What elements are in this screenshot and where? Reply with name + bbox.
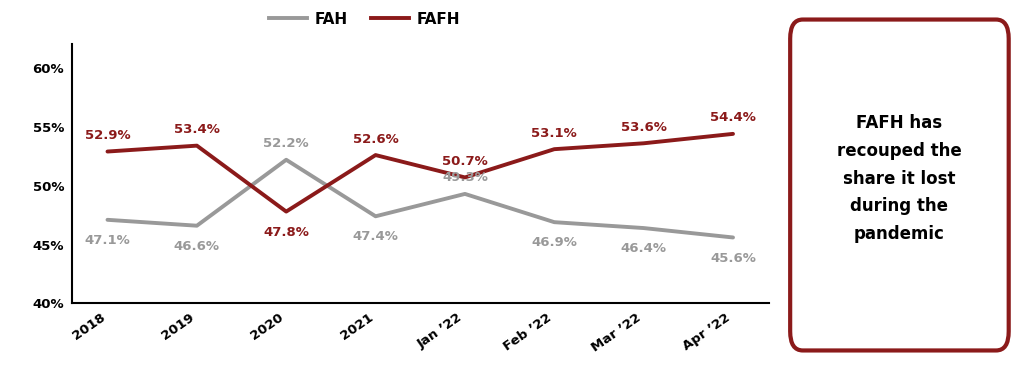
- Text: 54.4%: 54.4%: [710, 111, 756, 124]
- Text: 53.6%: 53.6%: [621, 121, 666, 134]
- Text: 47.1%: 47.1%: [85, 234, 130, 247]
- Text: FAFH has
recouped the
share it lost
during the
pandemic: FAFH has recouped the share it lost duri…: [837, 114, 961, 243]
- Text: 52.9%: 52.9%: [85, 129, 130, 142]
- Legend: FAH, FAFH: FAH, FAFH: [262, 6, 466, 33]
- Text: 46.4%: 46.4%: [621, 242, 666, 255]
- Text: 47.8%: 47.8%: [263, 226, 310, 239]
- Text: 53.4%: 53.4%: [174, 123, 219, 136]
- FancyBboxPatch shape: [790, 20, 1009, 350]
- Text: 50.7%: 50.7%: [442, 155, 488, 168]
- Text: 52.2%: 52.2%: [263, 137, 309, 150]
- Text: 46.9%: 46.9%: [531, 236, 577, 249]
- Text: 45.6%: 45.6%: [710, 252, 756, 265]
- Text: 47.4%: 47.4%: [353, 231, 399, 243]
- Text: 53.1%: 53.1%: [531, 127, 577, 140]
- Text: 49.3%: 49.3%: [442, 172, 488, 185]
- Text: 52.6%: 52.6%: [353, 133, 399, 146]
- Text: 46.6%: 46.6%: [174, 240, 219, 253]
